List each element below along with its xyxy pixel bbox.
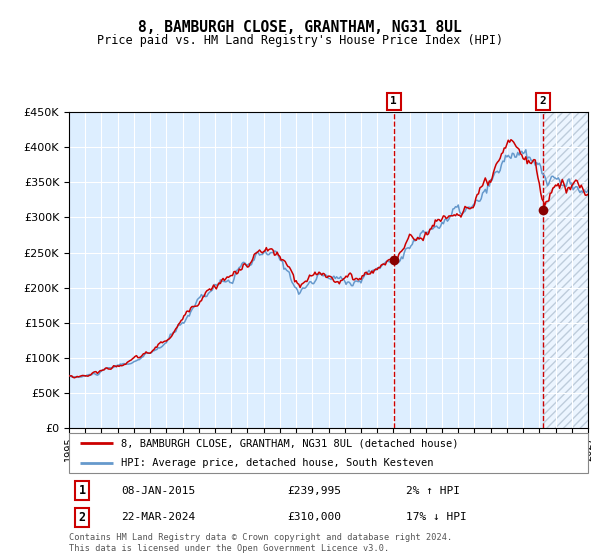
Text: 2: 2: [79, 511, 86, 524]
Text: Price paid vs. HM Land Registry's House Price Index (HPI): Price paid vs. HM Land Registry's House …: [97, 34, 503, 46]
Text: HPI: Average price, detached house, South Kesteven: HPI: Average price, detached house, Sout…: [121, 458, 433, 468]
Text: 2% ↑ HPI: 2% ↑ HPI: [406, 486, 460, 496]
Text: £310,000: £310,000: [287, 512, 341, 522]
Text: £239,995: £239,995: [287, 486, 341, 496]
Bar: [543, 112, 588, 428]
Text: 08-JAN-2015: 08-JAN-2015: [121, 486, 195, 496]
Text: 17% ↓ HPI: 17% ↓ HPI: [406, 512, 467, 522]
Text: 8, BAMBURGH CLOSE, GRANTHAM, NG31 8UL (detached house): 8, BAMBURGH CLOSE, GRANTHAM, NG31 8UL (d…: [121, 438, 458, 449]
Text: Contains HM Land Registry data © Crown copyright and database right 2024.
This d: Contains HM Land Registry data © Crown c…: [69, 533, 452, 553]
Text: 1: 1: [79, 484, 86, 497]
FancyBboxPatch shape: [69, 433, 588, 473]
Text: 2: 2: [539, 96, 546, 106]
Text: 22-MAR-2024: 22-MAR-2024: [121, 512, 195, 522]
Text: 8, BAMBURGH CLOSE, GRANTHAM, NG31 8UL: 8, BAMBURGH CLOSE, GRANTHAM, NG31 8UL: [138, 20, 462, 35]
Text: 1: 1: [391, 96, 397, 106]
Bar: [543, 112, 588, 428]
